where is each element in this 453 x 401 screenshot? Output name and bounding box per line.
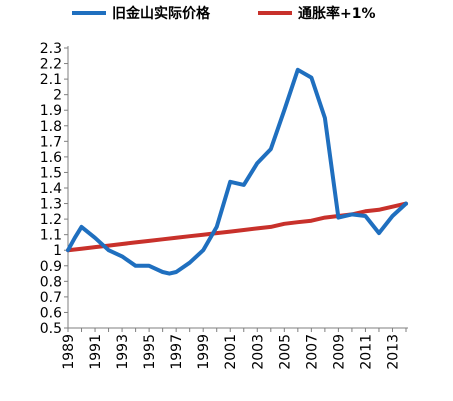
y-tick-label: 2.1	[40, 72, 62, 88]
y-tick-label: 0.6	[40, 305, 62, 321]
y-tick-label: 1.3	[40, 197, 62, 213]
y-tick-label: 2	[53, 88, 62, 104]
legend-swatch-series-2	[258, 11, 292, 15]
x-tick-label: 1995	[142, 334, 158, 370]
legend-label-series-1: 旧金山实际价格	[112, 6, 210, 22]
legend-item-series-1: 旧金山实际价格	[72, 0, 210, 26]
y-tick-label: 0.7	[40, 290, 62, 306]
x-tick-label: 2013	[385, 334, 401, 370]
legend-item-series-2: 通胀率+1%	[258, 0, 376, 26]
series-line-2	[66, 201, 408, 253]
y-tick-label: 1.5	[40, 165, 62, 181]
y-tick-label: 0.5	[40, 321, 62, 337]
x-tick-label: 2009	[331, 334, 347, 370]
y-tick-label: 1.6	[40, 150, 62, 166]
x-tick-label: 2003	[250, 334, 266, 370]
x-tick-label: 1993	[115, 334, 131, 370]
x-tick-label: 1991	[88, 334, 104, 370]
y-tick-label: 1	[53, 243, 62, 259]
legend-swatch-series-1	[72, 11, 106, 15]
y-tick-label: 1.8	[40, 119, 62, 135]
y-tick-label: 1.7	[40, 134, 62, 150]
y-tick-label: 1.2	[40, 212, 62, 228]
y-tick-label: 0.9	[40, 259, 62, 275]
y-tick-label: 2.3	[40, 41, 62, 57]
x-tick-label: 2001	[223, 334, 239, 370]
series-line-1	[66, 67, 408, 276]
x-tick-label: 2011	[358, 334, 374, 370]
x-tick-label: 2007	[304, 334, 320, 370]
x-tick-label: 1997	[169, 334, 185, 370]
x-tick-label: 2005	[277, 334, 293, 370]
y-tick-label: 1.4	[40, 181, 62, 197]
x-tick-label: 1999	[196, 334, 212, 370]
chart-legend: 旧金山实际价格 通胀率+1%	[0, 0, 453, 30]
x-tick-label: 1989	[61, 334, 77, 370]
legend-label-series-2: 通胀率+1%	[298, 6, 376, 22]
y-tick-label: 1.9	[40, 103, 62, 119]
y-tick-label: 1.1	[40, 228, 62, 244]
y-tick-label: 0.8	[40, 274, 62, 290]
y-tick-label: 2.2	[40, 57, 62, 73]
